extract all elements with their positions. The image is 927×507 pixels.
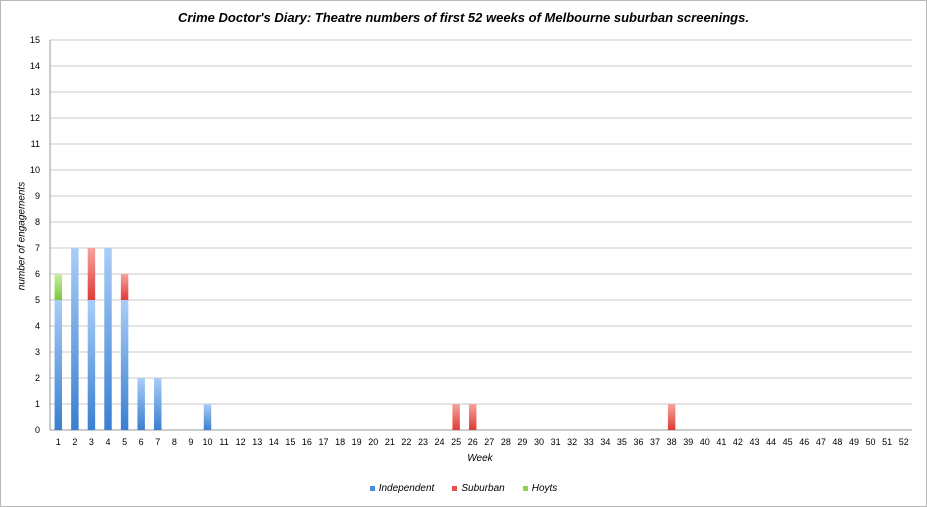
x-tick-label: 46 <box>799 437 809 447</box>
x-tick-label: 1 <box>56 437 61 447</box>
x-tick-label: 11 <box>219 437 228 447</box>
bar-hoyts <box>54 274 63 300</box>
y-tick-label: 7 <box>35 243 40 253</box>
chart-title: Crime Doctor's Diary: Theatre numbers of… <box>178 10 749 25</box>
y-tick-label: 1 <box>35 399 40 409</box>
x-tick-label: 45 <box>783 437 793 447</box>
x-tick-label: 13 <box>252 437 262 447</box>
x-tick-label: 40 <box>700 437 710 447</box>
bar-suburban <box>667 404 676 430</box>
x-tick-label: 15 <box>285 437 295 447</box>
y-tick-label: 8 <box>35 217 40 227</box>
x-tick-label: 31 <box>551 437 561 447</box>
x-tick-label: 49 <box>849 437 859 447</box>
x-tick-label: 8 <box>172 437 177 447</box>
x-tick-label: 51 <box>882 437 892 447</box>
x-tick-label: 29 <box>517 437 527 447</box>
x-tick-label: 7 <box>155 437 160 447</box>
x-tick-label: 9 <box>188 437 193 447</box>
x-tick-label: 47 <box>816 437 826 447</box>
legend-item: Suburban <box>452 483 505 494</box>
y-tick-label: 2 <box>35 373 40 383</box>
x-tick-label: 21 <box>385 437 395 447</box>
legend-item: Independent <box>369 483 435 494</box>
x-tick-label: 44 <box>766 437 776 447</box>
bar-independent <box>203 404 212 430</box>
legend-swatch <box>369 486 375 491</box>
x-tick-label: 50 <box>866 437 876 447</box>
bar-independent <box>137 378 145 430</box>
legend-item: Hoyts <box>522 483 558 494</box>
bar-independent <box>71 248 79 430</box>
x-tick-label: 33 <box>584 437 594 447</box>
x-tick-label: 24 <box>435 437 445 447</box>
legend-label: Independent <box>378 483 435 494</box>
x-tick-label: 4 <box>106 437 111 447</box>
x-tick-label: 3 <box>89 437 94 447</box>
y-tick-label: 3 <box>35 347 40 357</box>
legend-label: Suburban <box>461 483 505 494</box>
x-tick-label: 35 <box>617 437 627 447</box>
bar-suburban <box>120 274 129 300</box>
bar-suburban <box>468 404 477 430</box>
legend-swatch <box>452 486 458 491</box>
x-tick-label: 20 <box>368 437 378 447</box>
x-tick-label: 38 <box>667 437 677 447</box>
x-tick-label: 6 <box>139 437 144 447</box>
x-tick-label: 23 <box>418 437 428 447</box>
y-tick-label: 9 <box>35 191 40 201</box>
x-tick-label: 39 <box>683 437 693 447</box>
x-tick-label: 14 <box>269 437 279 447</box>
bar-suburban <box>87 248 96 300</box>
bar-independent <box>120 300 129 430</box>
y-tick-label: 11 <box>31 139 40 149</box>
x-tick-label: 12 <box>236 437 246 447</box>
x-axis-label: Week <box>467 453 493 464</box>
x-tick-label: 41 <box>716 437 726 447</box>
x-tick-label: 2 <box>72 437 77 447</box>
y-tick-label: 13 <box>30 87 40 97</box>
x-tick-label: 16 <box>302 437 312 447</box>
x-tick-label: 42 <box>733 437 743 447</box>
x-tick-label: 32 <box>567 437 577 447</box>
bar-independent <box>87 300 96 430</box>
bar-independent <box>104 248 112 430</box>
x-tick-label: 28 <box>501 437 511 447</box>
legend-swatch <box>522 486 528 491</box>
y-tick-label: 0 <box>35 425 40 435</box>
x-tick-label: 10 <box>202 437 212 447</box>
x-tick-label: 5 <box>122 437 127 447</box>
legend: Independent Suburban Hoyts <box>0 483 927 494</box>
x-tick-label: 18 <box>335 437 345 447</box>
y-tick-label: 4 <box>35 321 40 331</box>
x-tick-label: 43 <box>750 437 760 447</box>
legend-label: Hoyts <box>531 483 558 494</box>
x-tick-label: 17 <box>319 437 329 447</box>
x-tick-label: 30 <box>534 437 544 447</box>
bar-suburban <box>452 404 460 430</box>
x-tick-label: 26 <box>468 437 478 447</box>
x-tick-label: 19 <box>352 437 362 447</box>
y-tick-label: 10 <box>30 165 40 175</box>
y-tick-label: 12 <box>30 113 40 123</box>
x-tick-label: 27 <box>484 437 494 447</box>
bar-independent <box>54 300 63 430</box>
y-tick-label: 5 <box>35 295 40 305</box>
x-tick-label: 48 <box>832 437 842 447</box>
x-tick-label: 22 <box>401 437 411 447</box>
x-tick-label: 52 <box>899 437 909 447</box>
x-tick-label: 34 <box>600 437 610 447</box>
y-tick-label: 14 <box>30 61 40 71</box>
y-tick-label: 15 <box>30 35 40 45</box>
bar-independent <box>154 378 162 430</box>
y-tick-label: 6 <box>35 269 40 279</box>
x-tick-label: 37 <box>650 437 660 447</box>
x-tick-label: 36 <box>633 437 643 447</box>
x-tick-label: 25 <box>451 437 461 447</box>
